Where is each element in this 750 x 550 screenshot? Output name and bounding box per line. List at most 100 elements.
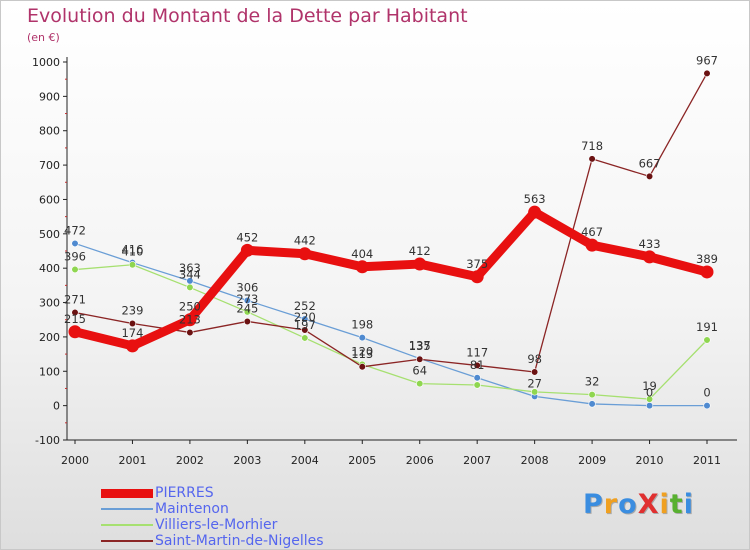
data-point xyxy=(186,283,194,292)
data-label: 404 xyxy=(351,247,373,261)
data-label: 120 xyxy=(351,344,373,358)
data-label: 239 xyxy=(121,304,143,318)
data-label: 250 xyxy=(179,300,201,314)
data-point xyxy=(71,265,79,274)
x-tick-label: 2005 xyxy=(348,454,376,467)
data-point xyxy=(588,155,596,163)
logo-letter: o xyxy=(618,489,638,520)
data-label: 245 xyxy=(236,301,258,315)
data-label: 0 xyxy=(646,386,653,400)
data-label: 433 xyxy=(639,237,661,251)
y-tick-label: 300 xyxy=(39,297,60,310)
data-label: 442 xyxy=(294,234,316,248)
data-label: 0 xyxy=(703,386,710,400)
logo-letter: i xyxy=(683,489,694,520)
data-point xyxy=(413,257,427,271)
data-point xyxy=(703,336,711,344)
data-point xyxy=(355,260,369,274)
data-point xyxy=(470,270,484,284)
legend-item: Saint-Martin-de-Nigelles xyxy=(101,533,324,549)
series-line-maintenon xyxy=(74,242,708,407)
data-point xyxy=(240,243,254,257)
data-label: 174 xyxy=(121,326,143,340)
data-label: 410 xyxy=(121,245,143,259)
data-label: 198 xyxy=(351,318,373,332)
series-line-pierres xyxy=(70,207,712,351)
data-point xyxy=(183,313,197,327)
y-tick-label: 800 xyxy=(39,125,60,138)
data-point xyxy=(301,315,309,323)
data-point xyxy=(588,391,596,399)
data-point xyxy=(298,247,312,261)
legend-swatch xyxy=(101,524,153,526)
data-point xyxy=(473,374,481,382)
logo-letter: r xyxy=(603,489,619,520)
data-point xyxy=(588,400,596,408)
data-label: 718 xyxy=(581,139,603,153)
x-tick-label: 2002 xyxy=(176,454,204,467)
y-tick-label: 1000 xyxy=(32,56,60,69)
legend-label: Maintenon xyxy=(155,501,229,517)
data-label: 191 xyxy=(696,320,718,334)
data-label: 563 xyxy=(524,192,546,206)
data-point xyxy=(473,381,481,389)
legend-label: Villiers-le-Morhier xyxy=(155,517,278,533)
data-point xyxy=(473,361,481,370)
y-tick-label: 500 xyxy=(39,228,60,241)
y-tick-label: 400 xyxy=(39,262,60,275)
proxiti-logo: ProXiti xyxy=(583,489,694,520)
data-point xyxy=(643,250,657,264)
legend-item: Maintenon xyxy=(101,501,324,517)
series-line-villiers-le-morhier xyxy=(74,264,708,400)
logo-letter: X xyxy=(637,489,660,520)
data-label: 215 xyxy=(64,312,86,326)
x-tick-label: 2007 xyxy=(463,454,491,467)
data-label: 396 xyxy=(64,250,86,264)
data-point xyxy=(700,265,714,279)
x-tick-label: 2001 xyxy=(118,454,146,467)
y-tick-label: 200 xyxy=(39,331,60,344)
data-label: 375 xyxy=(466,257,488,271)
data-point xyxy=(645,402,654,410)
data-point xyxy=(645,172,654,181)
data-point xyxy=(531,388,539,396)
data-point xyxy=(301,334,309,342)
data-label: 213 xyxy=(179,312,201,326)
data-point xyxy=(243,308,251,316)
legend-item: PIERRES xyxy=(101,485,324,501)
y-tick-label: 700 xyxy=(39,159,60,172)
data-label: 27 xyxy=(527,376,542,390)
data-point xyxy=(416,355,424,363)
data-point xyxy=(125,339,139,353)
data-point xyxy=(128,261,137,269)
y-tick-label: 0 xyxy=(53,400,60,413)
series-line-saint-martin-de-nigelles xyxy=(74,72,708,373)
data-label: 117 xyxy=(466,345,488,359)
data-label: 197 xyxy=(294,318,316,332)
data-point xyxy=(528,205,542,219)
data-label: 81 xyxy=(470,358,485,372)
data-label: 344 xyxy=(179,267,201,281)
y-tick-label: -100 xyxy=(35,434,60,447)
y-tick-label: 600 xyxy=(39,193,60,206)
data-point xyxy=(243,296,251,305)
data-point xyxy=(703,69,711,77)
data-point xyxy=(585,238,599,252)
data-label: 452 xyxy=(236,230,258,244)
x-tick-label: 2010 xyxy=(636,454,664,467)
data-label: 273 xyxy=(236,292,258,306)
data-point xyxy=(71,308,79,317)
data-label: 412 xyxy=(409,244,431,258)
x-tick-label: 2003 xyxy=(233,454,261,467)
data-label: 472 xyxy=(64,223,86,237)
data-point xyxy=(71,239,79,248)
legend-label: Saint-Martin-de-Nigelles xyxy=(155,533,324,549)
data-label: 271 xyxy=(64,293,86,307)
data-point xyxy=(68,325,82,339)
x-tick-label: 2011 xyxy=(693,454,721,467)
data-label: 967 xyxy=(696,53,718,67)
data-point xyxy=(416,380,424,388)
data-label: 137 xyxy=(409,339,431,353)
